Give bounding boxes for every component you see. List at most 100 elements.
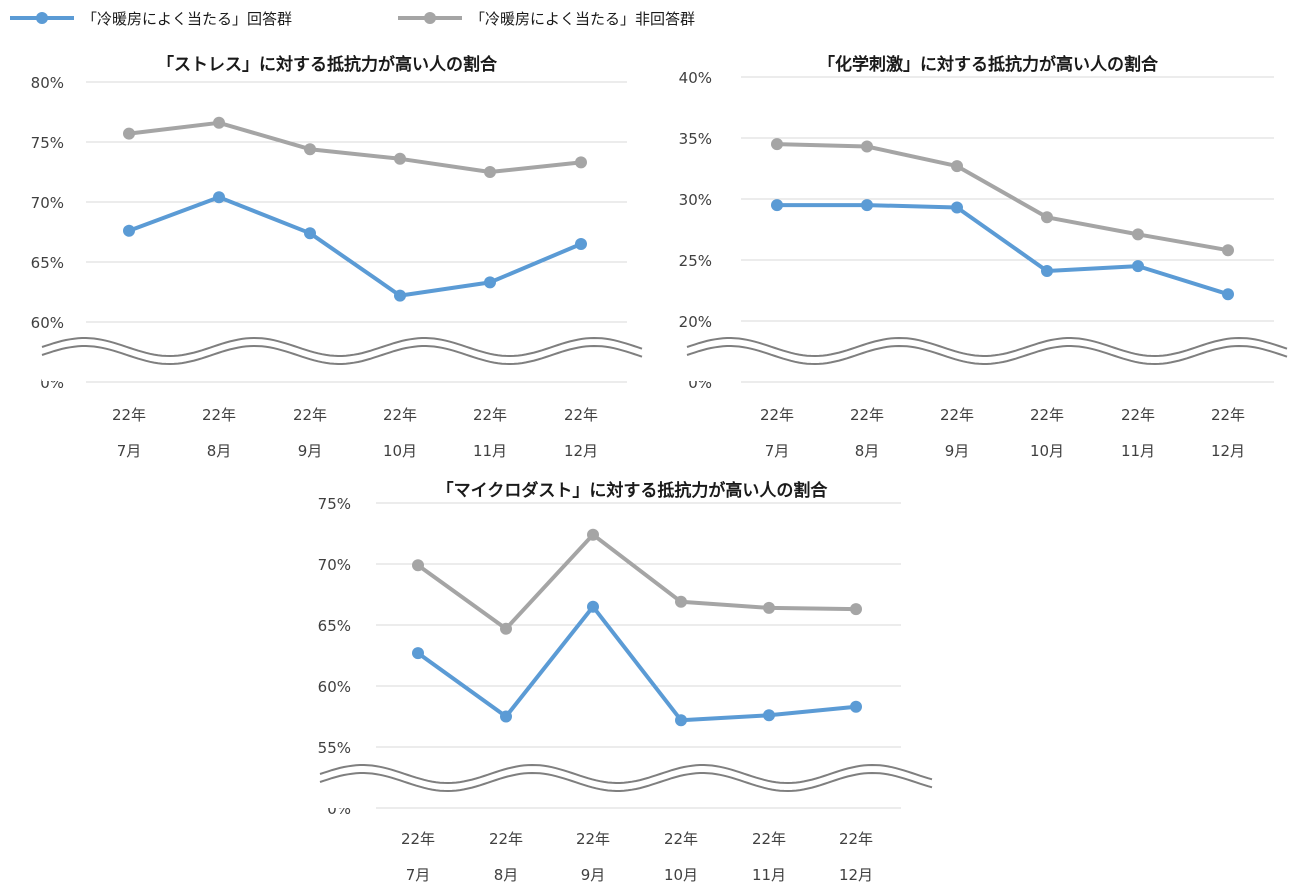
- series-line: [128, 120, 582, 174]
- legend-label: 「冷暖房によく当たる」回答群: [82, 10, 292, 28]
- data-point: [763, 709, 775, 722]
- chart-title: 「ストレス」に対する抵抗力が高い人の割合: [157, 54, 498, 75]
- x-tick-year: 22年: [760, 406, 794, 424]
- x-tick-year: 22年: [1121, 406, 1155, 424]
- data-point: [500, 710, 512, 723]
- y-tick-label: 40%: [679, 69, 712, 87]
- x-tick-month: 10月: [664, 866, 698, 884]
- data-point: [951, 201, 963, 214]
- data-point: [123, 127, 135, 140]
- x-tick-year: 22年: [383, 406, 417, 424]
- x-tick-month: 12月: [1211, 442, 1245, 460]
- y-tick-label: 65%: [31, 254, 64, 272]
- chart-title: 「化学刺激」に対する抵抗力が高い人の割合: [818, 54, 1159, 75]
- x-tick-month: 8月: [855, 442, 880, 460]
- y-tick-label: 70%: [318, 556, 351, 574]
- series-non-responders: [123, 116, 587, 178]
- y-tick-label: 20%: [679, 313, 712, 331]
- data-point: [951, 160, 963, 173]
- x-tick-year: 22年: [473, 406, 507, 424]
- x-tick-month: 10月: [383, 442, 417, 460]
- y-tick-label: 30%: [679, 191, 712, 209]
- axis-break-mask: [42, 342, 642, 381]
- data-point: [575, 156, 587, 169]
- axis-break-mask: [320, 769, 932, 808]
- y-tick-label: 75%: [318, 495, 351, 513]
- x-tick-year: 22年: [293, 406, 327, 424]
- y-tick-label: 75%: [31, 134, 64, 152]
- axis-break-mask: [687, 342, 1287, 381]
- x-tick-month: 7月: [765, 442, 790, 460]
- series-line: [416, 532, 857, 631]
- data-point: [850, 603, 862, 616]
- data-point: [394, 289, 406, 302]
- x-tick-month: 7月: [406, 866, 431, 884]
- axis-break-line: [41, 336, 643, 358]
- x-tick-month: 11月: [1121, 442, 1155, 460]
- axis-break-line: [686, 336, 1288, 358]
- data-point: [412, 559, 424, 572]
- data-point: [500, 622, 512, 635]
- axis-break: [41, 336, 643, 381]
- x-tick-year: 22年: [664, 830, 698, 848]
- data-point: [412, 647, 424, 660]
- legend-item-non-responders: 「冷暖房によく当たる」非回答群: [398, 10, 695, 28]
- series-non-responders: [412, 528, 862, 635]
- data-point: [861, 199, 873, 212]
- x-tick-month: 11月: [473, 442, 507, 460]
- data-point: [1041, 211, 1053, 224]
- data-point: [1222, 288, 1234, 301]
- data-point: [123, 224, 135, 237]
- axis-break-line: [686, 344, 1288, 366]
- data-point: [587, 600, 599, 613]
- data-point: [575, 238, 587, 250]
- data-point: [1041, 265, 1053, 277]
- series-responders: [771, 199, 1234, 301]
- stress-chart: 「ストレス」に対する抵抗力が高い人の割合80%75%70%65%60%0%22年…: [31, 54, 643, 460]
- data-point: [675, 595, 687, 608]
- chemical-chart: 「化学刺激」に対する抵抗力が高い人の割合40%35%30%25%20%0%22年…: [679, 54, 1288, 460]
- x-tick-year: 22年: [401, 830, 435, 848]
- axis-break-line: [319, 763, 933, 785]
- x-tick-month: 9月: [298, 442, 323, 460]
- x-tick-year: 22年: [752, 830, 786, 848]
- series-responders: [123, 191, 587, 302]
- x-tick-year: 22年: [112, 406, 146, 424]
- series-line: [416, 604, 857, 723]
- series-non-responders: [771, 138, 1234, 257]
- legend-label: 「冷暖房によく当たる」非回答群: [470, 10, 695, 28]
- data-point: [1222, 244, 1234, 257]
- chart-title: 「マイクロダスト」に対する抵抗力が高い人の割合: [437, 480, 829, 501]
- series-line: [777, 203, 1229, 297]
- y-tick-label: 55%: [318, 739, 351, 757]
- series-line: [776, 142, 1229, 253]
- legend-item-responders: 「冷暖房によく当たる」回答群: [10, 10, 292, 28]
- x-tick-month: 9月: [581, 866, 606, 884]
- x-tick-month: 8月: [494, 866, 519, 884]
- data-point: [1132, 228, 1144, 241]
- x-tick-month: 12月: [564, 442, 598, 460]
- data-point: [213, 116, 225, 129]
- data-point: [213, 191, 225, 204]
- data-point: [304, 143, 316, 156]
- legend-marker: [36, 12, 48, 24]
- data-point: [771, 199, 783, 212]
- data-point: [1132, 260, 1144, 273]
- x-tick-month: 8月: [207, 442, 232, 460]
- data-point: [484, 276, 496, 289]
- data-point: [675, 714, 687, 727]
- y-tick-label: 35%: [679, 130, 712, 148]
- data-point: [484, 166, 496, 178]
- data-point: [304, 227, 316, 240]
- x-tick-month: 10月: [1030, 442, 1064, 460]
- x-tick-month: 11月: [752, 866, 786, 884]
- axis-break-line: [319, 771, 933, 793]
- data-point: [771, 138, 783, 151]
- x-tick-year: 22年: [1211, 406, 1245, 424]
- x-tick-year: 22年: [839, 830, 873, 848]
- x-tick-month: 12月: [839, 866, 873, 884]
- series-line: [128, 195, 582, 298]
- x-tick-year: 22年: [564, 406, 598, 424]
- data-point: [394, 152, 406, 165]
